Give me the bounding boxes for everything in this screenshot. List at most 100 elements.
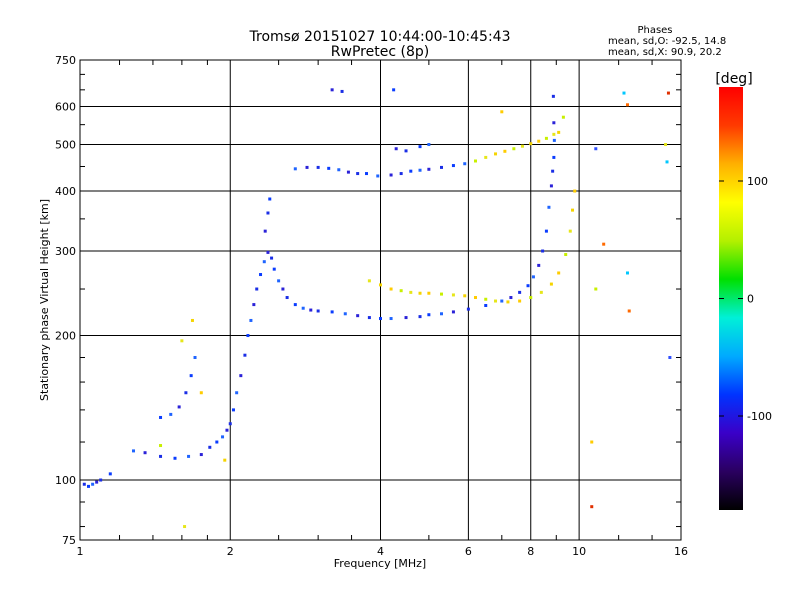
data-points: [82, 88, 672, 529]
data-point: [622, 91, 626, 95]
data-point: [367, 279, 371, 283]
data-point: [223, 458, 227, 462]
data-point: [262, 260, 266, 264]
data-point: [293, 303, 297, 307]
data-point: [193, 355, 197, 359]
data-point: [568, 229, 572, 233]
data-point: [309, 308, 313, 312]
data-point: [440, 292, 444, 296]
data-point: [512, 147, 516, 151]
data-point: [463, 294, 467, 298]
data-point: [541, 249, 545, 253]
data-point: [418, 315, 422, 319]
data-point: [602, 242, 606, 246]
data-point: [544, 229, 548, 233]
data-point: [399, 289, 403, 293]
stats-heading: Phases: [637, 25, 672, 36]
data-point: [169, 412, 173, 416]
data-point: [189, 374, 193, 378]
data-point: [500, 299, 504, 303]
data-point: [266, 250, 270, 254]
data-point: [451, 310, 455, 314]
data-point: [409, 169, 413, 173]
data-point: [590, 505, 594, 509]
data-point: [159, 444, 163, 448]
data-point: [239, 374, 243, 378]
y-axis-label: Stationary phase Virtual Height [km]: [38, 199, 51, 401]
x-tick-label: 1: [77, 545, 84, 558]
x-tick-label: 8: [527, 545, 534, 558]
x-tick-label: 2: [227, 545, 234, 558]
data-point: [503, 149, 507, 153]
data-point: [506, 300, 510, 304]
data-point: [664, 143, 668, 147]
stats-line-x: mean, sd,X: 90.9, 20.2: [608, 47, 722, 58]
data-point: [199, 453, 203, 457]
data-point: [594, 287, 598, 291]
data-point: [625, 103, 629, 107]
data-point: [187, 454, 191, 458]
data-point: [551, 169, 555, 173]
data-point: [159, 454, 163, 458]
data-point: [668, 355, 672, 359]
colorbar-label: [deg]: [715, 71, 752, 87]
data-point: [173, 456, 177, 460]
data-point: [537, 139, 541, 143]
data-point: [249, 318, 253, 322]
plot-frame: [79, 59, 682, 541]
colorbar-ticks: 100 0 -100: [719, 175, 772, 423]
data-point: [494, 299, 498, 303]
data-point: [270, 256, 274, 260]
data-point: [665, 160, 669, 164]
data-point: [594, 147, 598, 151]
data-point: [427, 143, 431, 147]
data-point: [509, 296, 513, 300]
data-point: [564, 253, 568, 257]
data-point: [418, 145, 422, 149]
data-point: [573, 189, 577, 193]
data-point: [246, 334, 250, 338]
data-point: [293, 167, 297, 171]
data-point: [463, 162, 467, 166]
data-point: [376, 174, 380, 178]
data-point: [484, 155, 488, 159]
data-point: [418, 168, 422, 172]
y-tick-label: 300: [55, 245, 76, 258]
data-point: [549, 282, 553, 286]
grid-lines: [80, 60, 681, 540]
data-point: [552, 121, 556, 125]
data-point: [143, 451, 147, 455]
data-point: [184, 391, 188, 395]
data-point: [552, 132, 556, 136]
y-tick-label: 400: [55, 185, 76, 198]
data-point: [500, 110, 504, 114]
data-point: [440, 312, 444, 316]
x-axis-label: Frequency [MHz]: [334, 557, 426, 570]
data-point: [235, 391, 239, 395]
data-point: [666, 91, 670, 95]
y-tick-label: 750: [55, 54, 76, 67]
data-point: [473, 159, 477, 163]
data-point: [529, 296, 533, 300]
data-point: [199, 391, 203, 395]
data-point: [389, 173, 393, 177]
data-point: [484, 297, 488, 301]
data-point: [551, 94, 555, 98]
y-tick-labels: 75 100 200 300 400 500 600 750: [55, 54, 76, 547]
data-point: [108, 472, 112, 476]
data-point: [627, 309, 631, 313]
data-point: [494, 152, 498, 156]
chart-title: Tromsø 20151027 10:44:00-10:45:43: [249, 29, 511, 45]
data-point: [440, 165, 444, 169]
data-point: [356, 172, 360, 176]
stats-line-o: mean, sd,O: -92.5, 14.8: [608, 36, 726, 47]
data-point: [228, 422, 232, 426]
data-point: [404, 149, 408, 153]
y-tick-label: 600: [55, 101, 76, 114]
y-tick-label: 200: [55, 330, 76, 343]
data-point: [330, 310, 334, 314]
data-point: [82, 482, 86, 486]
data-point: [529, 142, 533, 146]
data-point: [95, 480, 99, 484]
data-point: [552, 138, 556, 142]
